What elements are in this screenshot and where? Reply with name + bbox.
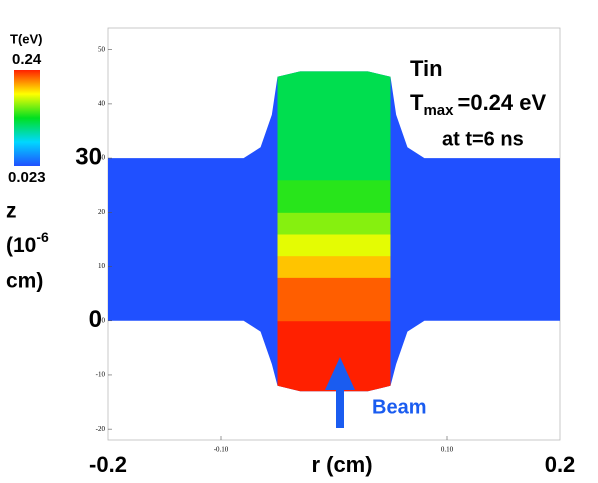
tmax-symbol: T — [410, 90, 424, 115]
temperature-band — [277, 233, 391, 257]
y-tick-label: -10 — [96, 371, 106, 379]
major-x-tick-label: -0.2 — [89, 452, 127, 477]
y-unit-exp: -6 — [36, 229, 49, 245]
major-y-tick-label: 30 — [75, 143, 102, 170]
y-unit-open: (10 — [6, 234, 36, 257]
major-x-tick-label: 0.2 — [545, 452, 576, 477]
temperature-band — [277, 211, 391, 235]
x-tick-label: -0.10 — [214, 446, 229, 454]
tmax-sub: max — [423, 102, 454, 119]
colorbar — [14, 70, 40, 166]
column — [277, 71, 391, 392]
y-tick-label: 30 — [98, 154, 106, 162]
temperature-band — [277, 179, 391, 213]
beam-arrow — [325, 357, 355, 428]
temperature-band — [277, 276, 391, 322]
y-axis-unit-close: cm) — [6, 270, 43, 293]
y-tick-label: 10 — [98, 262, 106, 270]
tmax-label: Tmax =0.24 eV — [410, 90, 546, 119]
colorbar-max: 0.24 — [12, 51, 42, 68]
major-y-tick-label: 0 — [89, 306, 102, 333]
time-label: at t=6 ns — [442, 128, 524, 150]
colorbar-min: 0.023 — [8, 169, 46, 186]
x-tick-label: 0.10 — [441, 446, 454, 454]
x-axis-label: r (cm) — [311, 452, 372, 477]
temperature-band — [277, 71, 391, 181]
y-tick-label: 20 — [98, 208, 106, 216]
material-label: Tin — [410, 56, 443, 81]
temperature-band — [277, 255, 391, 278]
y-axis-unit: (10-6 — [6, 229, 49, 257]
y-tick-label: 40 — [98, 100, 106, 108]
y-tick-label: -20 — [96, 425, 106, 433]
colorbar-title: T(eV) — [10, 31, 43, 46]
y-axis-label: z — [6, 200, 17, 223]
beam-label: Beam — [372, 396, 426, 418]
tmax-text: =0.24 eV — [457, 90, 546, 115]
y-tick-label: 50 — [98, 45, 106, 53]
y-tick-label: 0 — [102, 316, 106, 324]
